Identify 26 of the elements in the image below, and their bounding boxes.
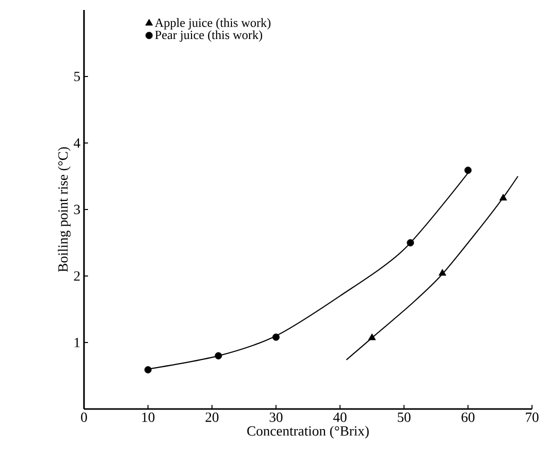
x-axis-title: Concentration (°Brix) [247, 426, 369, 439]
point [438, 268, 446, 276]
y-tick-label: 4 [74, 138, 80, 148]
line-series [346, 176, 518, 360]
point [499, 194, 508, 200]
point [272, 334, 280, 341]
y-axis-title: Boiling point rise (°C) [58, 147, 71, 272]
point [214, 352, 222, 360]
x-tick-label: 20 [206, 412, 218, 422]
point [464, 166, 472, 174]
x-tick-label: 10 [142, 412, 154, 422]
y-tick-label: 1 [74, 338, 80, 348]
legend-label: Pear juice (this work) [155, 30, 262, 42]
y-tick-label: 5 [74, 72, 80, 82]
x-tick-label: 40 [333, 412, 346, 422]
legend-label: Apple juice (this work) [154, 18, 270, 30]
x-tick-label: 50 [398, 412, 410, 422]
point [406, 239, 414, 246]
x-tick-label: 30 [270, 412, 282, 422]
y-tick-label: 2 [74, 271, 80, 281]
x-tick-label: 60 [462, 412, 474, 422]
point [144, 366, 152, 374]
x-tick-label: 70 [526, 412, 538, 422]
y-tick-label: 3 [74, 204, 80, 214]
point [368, 333, 376, 340]
x-tick-label: 0 [81, 412, 87, 422]
